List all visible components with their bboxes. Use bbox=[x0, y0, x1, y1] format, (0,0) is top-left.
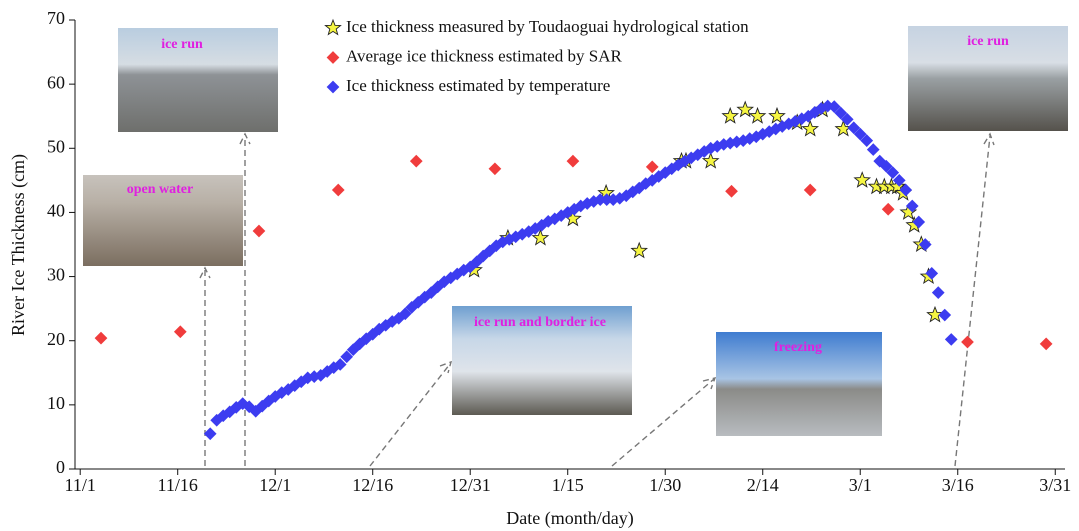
diamond-point bbox=[94, 331, 108, 345]
diamond-point bbox=[881, 202, 895, 216]
diamond-point bbox=[333, 358, 347, 371]
diamond-point bbox=[203, 427, 217, 441]
x-tick-label: 12/31 bbox=[450, 475, 491, 495]
star-point bbox=[748, 106, 767, 124]
x-tick-label: 1/30 bbox=[649, 475, 681, 495]
star-point bbox=[801, 119, 820, 137]
diamond-point bbox=[566, 154, 580, 168]
y-tick-label: 0 bbox=[56, 457, 65, 477]
legend-label: Ice thickness measured by Toudaoguai hyd… bbox=[346, 17, 749, 36]
y-tick-label: 70 bbox=[47, 8, 65, 28]
star-point bbox=[768, 106, 786, 124]
x-tick-label: 3/16 bbox=[942, 475, 974, 495]
y-tick-label: 30 bbox=[47, 265, 65, 285]
star-point bbox=[926, 305, 944, 323]
x-tick-label: 11/1 bbox=[65, 475, 96, 495]
diamond-point bbox=[173, 325, 187, 339]
diamond-point bbox=[488, 162, 502, 176]
legend-marker bbox=[326, 80, 340, 94]
photo bbox=[908, 26, 1068, 131]
star-point bbox=[736, 100, 755, 118]
diamond-point bbox=[961, 335, 974, 349]
y-tick-label: 60 bbox=[47, 72, 65, 92]
diamond-point bbox=[331, 183, 345, 197]
x-tick-label: 3/1 bbox=[849, 475, 872, 495]
photo bbox=[716, 332, 882, 436]
y-tick-label: 40 bbox=[47, 201, 65, 221]
diamond-point bbox=[938, 308, 952, 322]
diamond-point bbox=[645, 160, 659, 174]
star-point bbox=[721, 106, 740, 124]
diamond-point bbox=[252, 224, 266, 238]
legend-label: Ice thickness estimated by temperature bbox=[346, 76, 610, 95]
diamond-point bbox=[725, 184, 738, 198]
x-tick-label: 12/1 bbox=[259, 475, 291, 495]
diamond-point bbox=[398, 307, 412, 321]
diamond-point bbox=[1039, 337, 1053, 351]
x-tick-label: 12/16 bbox=[352, 475, 393, 495]
legend-marker bbox=[324, 18, 342, 36]
star-point bbox=[531, 228, 550, 246]
x-tick-label: 3/31 bbox=[1039, 475, 1071, 495]
arrow bbox=[369, 360, 453, 467]
y-axis-label: River Ice Thickness (cm) bbox=[8, 154, 29, 336]
star-point bbox=[853, 171, 872, 188]
photo bbox=[83, 175, 243, 266]
x-tick-label: 11/16 bbox=[158, 475, 198, 495]
x-axis-label: Date (month/day) bbox=[506, 508, 633, 529]
star-point bbox=[701, 151, 720, 169]
diamond-point bbox=[931, 286, 945, 299]
photo-label: ice run bbox=[967, 34, 1009, 49]
photo bbox=[118, 28, 278, 132]
photo bbox=[452, 306, 632, 415]
diamond-point bbox=[803, 183, 817, 197]
x-tick-label: 1/15 bbox=[552, 475, 584, 495]
diamond-point bbox=[409, 154, 423, 168]
photo-label: ice run and border ice bbox=[474, 315, 606, 330]
star-point bbox=[630, 241, 649, 259]
arrow bbox=[611, 377, 717, 467]
photo-label: freezing bbox=[774, 340, 822, 355]
legend-marker bbox=[326, 51, 340, 64]
photo-label: open water bbox=[127, 182, 194, 197]
legend-label: Average ice thickness estimated by SAR bbox=[346, 46, 623, 65]
photo-label: ice run bbox=[161, 37, 203, 52]
diamond-point bbox=[340, 350, 354, 364]
arrow bbox=[239, 132, 251, 466]
arrow bbox=[954, 132, 995, 467]
y-tick-label: 10 bbox=[47, 393, 65, 413]
diamond-point bbox=[866, 143, 880, 156]
x-tick-label: 2/14 bbox=[747, 475, 779, 495]
y-tick-label: 50 bbox=[47, 136, 65, 156]
diamond-point bbox=[944, 333, 958, 346]
photos: ice run open water ice run and border ic… bbox=[83, 26, 1068, 467]
y-tick-label: 20 bbox=[47, 329, 65, 349]
